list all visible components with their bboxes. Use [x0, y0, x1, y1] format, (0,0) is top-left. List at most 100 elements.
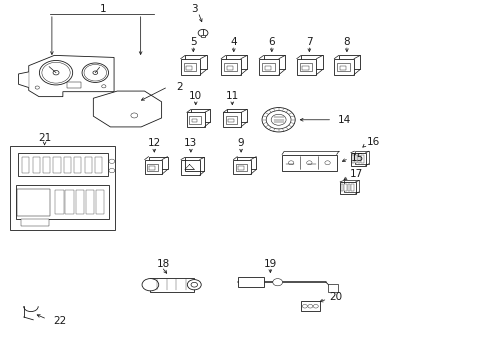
Bar	[22, 157, 29, 173]
Bar	[300, 301, 320, 311]
Bar	[228, 118, 234, 122]
Bar	[351, 154, 353, 163]
Bar	[67, 82, 81, 87]
Bar	[149, 166, 155, 170]
Bar	[43, 157, 50, 173]
Bar	[74, 157, 81, 173]
Bar	[184, 157, 204, 171]
Bar	[338, 55, 360, 69]
Text: 3: 3	[191, 4, 198, 14]
Bar	[85, 190, 94, 214]
Bar	[144, 159, 162, 174]
Text: 14: 14	[337, 115, 351, 125]
Text: 4: 4	[230, 37, 237, 47]
Circle shape	[82, 63, 108, 82]
Bar	[350, 153, 365, 166]
Bar	[150, 278, 194, 292]
Bar	[221, 59, 241, 75]
Bar	[148, 157, 167, 170]
Text: 8: 8	[343, 37, 349, 47]
Circle shape	[198, 30, 207, 37]
Bar	[301, 55, 322, 69]
Bar	[181, 159, 199, 175]
Circle shape	[142, 279, 159, 291]
Bar	[223, 112, 241, 127]
PathPatch shape	[93, 91, 161, 127]
Bar	[10, 146, 115, 230]
Bar	[185, 55, 206, 69]
PathPatch shape	[19, 72, 29, 87]
Text: 17: 17	[349, 168, 362, 179]
Text: 15: 15	[350, 153, 363, 163]
Bar	[354, 151, 368, 164]
Bar	[344, 184, 346, 192]
Bar	[95, 157, 102, 173]
Bar	[53, 157, 61, 173]
Text: 12: 12	[147, 139, 161, 148]
Bar	[186, 112, 204, 127]
Bar	[227, 109, 246, 122]
Text: 22: 22	[53, 316, 66, 325]
Bar	[262, 63, 274, 71]
Bar	[354, 154, 356, 163]
Bar	[65, 190, 74, 214]
Text: 11: 11	[225, 91, 239, 102]
Bar	[350, 184, 353, 192]
Circle shape	[262, 108, 295, 132]
Circle shape	[187, 280, 201, 290]
Text: 1: 1	[100, 4, 106, 14]
Circle shape	[40, 60, 73, 85]
Text: 6: 6	[268, 37, 275, 47]
Bar	[237, 157, 256, 170]
Bar	[225, 55, 247, 69]
Bar	[339, 66, 346, 70]
Bar	[17, 189, 50, 216]
Bar	[18, 153, 108, 176]
Text: 10: 10	[189, 91, 202, 102]
Bar	[180, 59, 200, 75]
Bar	[238, 277, 264, 287]
Circle shape	[272, 279, 282, 286]
Bar	[33, 157, 40, 173]
Text: 20: 20	[328, 292, 341, 302]
Bar	[186, 66, 192, 70]
PathPatch shape	[29, 55, 114, 96]
Circle shape	[265, 111, 290, 129]
Bar	[84, 157, 92, 173]
Text: 18: 18	[156, 259, 169, 269]
Text: 21: 21	[38, 134, 51, 143]
Bar	[63, 157, 71, 173]
Bar	[264, 66, 270, 70]
Bar	[96, 190, 104, 214]
Bar	[339, 182, 355, 194]
Bar	[21, 220, 49, 226]
Circle shape	[271, 114, 285, 125]
Bar	[238, 166, 243, 170]
Bar	[296, 59, 316, 75]
Bar	[282, 154, 336, 171]
Bar	[236, 163, 246, 171]
Text: 13: 13	[184, 139, 197, 148]
Bar	[299, 63, 312, 71]
Text: 16: 16	[366, 137, 379, 147]
Bar	[233, 159, 250, 174]
Text: 2: 2	[176, 82, 183, 92]
Bar	[225, 116, 237, 124]
Bar	[189, 116, 201, 124]
Bar	[347, 184, 349, 192]
Bar	[224, 63, 236, 71]
Text: 9: 9	[237, 139, 244, 148]
Bar	[337, 63, 349, 71]
Bar	[147, 163, 158, 171]
Bar	[333, 59, 353, 75]
Bar	[328, 284, 337, 292]
Bar	[343, 180, 359, 192]
Bar	[340, 184, 343, 192]
Circle shape	[191, 282, 197, 287]
Bar	[200, 35, 205, 37]
Text: 5: 5	[190, 37, 196, 47]
Text: 7: 7	[305, 37, 312, 47]
Bar	[358, 154, 360, 163]
Bar	[259, 59, 278, 75]
Bar	[183, 63, 196, 71]
